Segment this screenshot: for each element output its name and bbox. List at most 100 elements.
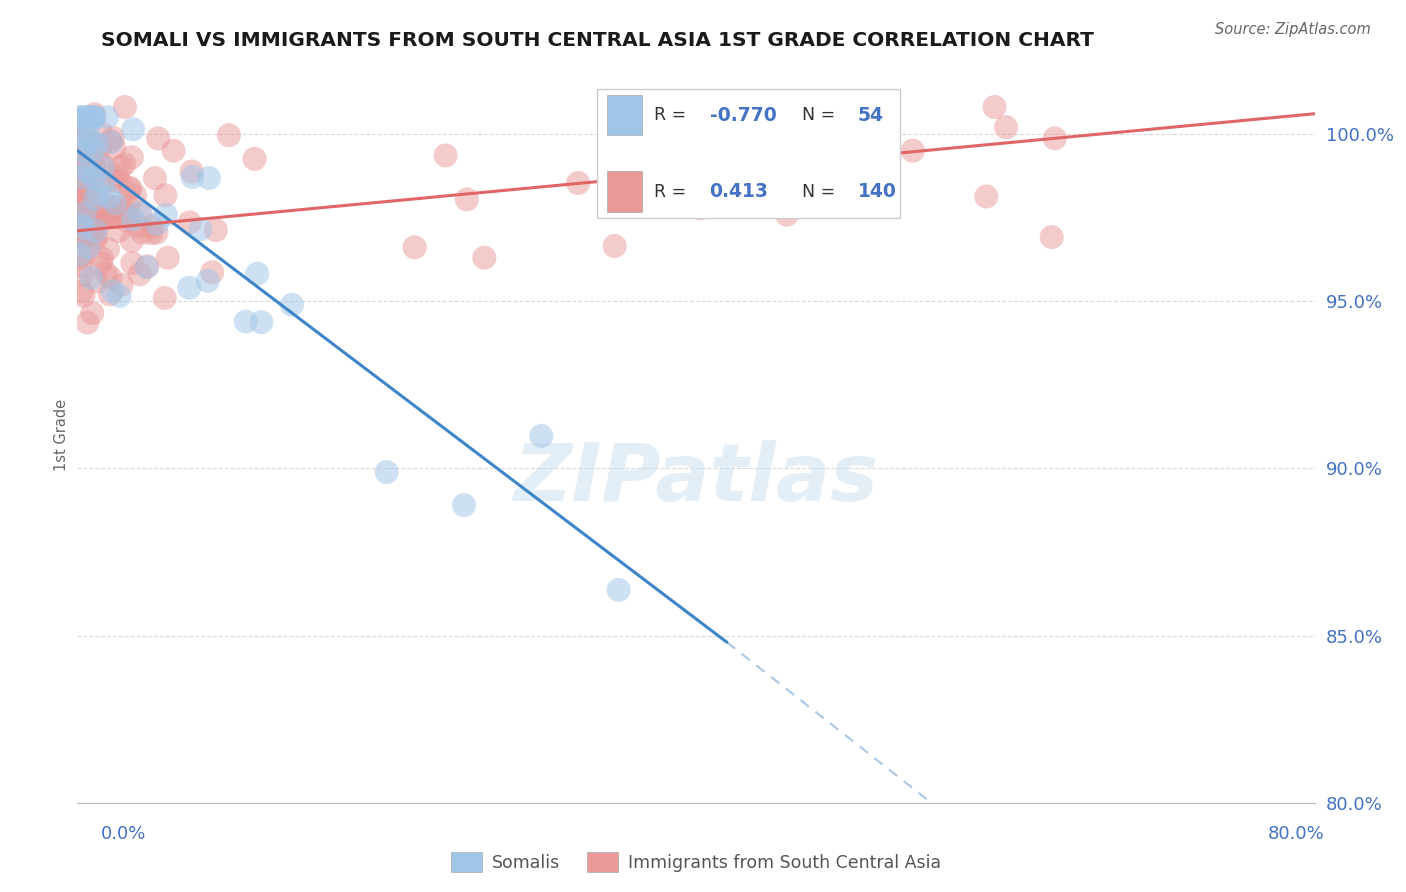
Point — [84, 223, 107, 237]
Point — [84, 228, 107, 243]
Point — [104, 200, 127, 214]
Point — [82, 110, 104, 124]
Point — [84, 232, 107, 246]
Text: R =: R = — [654, 106, 686, 124]
Point — [73, 225, 96, 239]
Point — [72, 112, 94, 127]
Point — [250, 315, 273, 329]
Point — [114, 157, 136, 171]
Point — [69, 218, 91, 232]
Point — [135, 260, 157, 275]
Point — [111, 203, 134, 218]
Point — [90, 256, 112, 270]
Point — [727, 149, 749, 163]
Text: 0.413: 0.413 — [710, 182, 769, 201]
Text: Source: ZipAtlas.com: Source: ZipAtlas.com — [1215, 22, 1371, 37]
Point — [72, 221, 94, 235]
Point — [75, 228, 97, 243]
Point — [243, 152, 266, 166]
Point — [75, 156, 97, 170]
Text: -0.770: -0.770 — [710, 105, 776, 125]
Point — [124, 188, 146, 202]
Point — [67, 152, 90, 166]
Point — [76, 196, 98, 211]
Point — [156, 251, 179, 265]
Point — [67, 115, 90, 129]
Point — [72, 199, 94, 213]
Point — [69, 169, 91, 183]
Point — [155, 208, 177, 222]
Point — [100, 134, 122, 148]
Point — [976, 189, 998, 203]
Point — [72, 176, 94, 190]
Point — [90, 126, 112, 140]
Point — [70, 248, 93, 262]
Point — [456, 193, 478, 207]
Point — [76, 155, 98, 169]
Point — [143, 171, 166, 186]
Point — [76, 178, 98, 192]
Point — [84, 220, 107, 235]
Point — [689, 201, 711, 215]
Y-axis label: 1st Grade: 1st Grade — [53, 399, 69, 471]
Point — [77, 153, 100, 167]
Point — [101, 131, 124, 145]
Point — [84, 191, 107, 205]
Point — [122, 122, 145, 136]
Point — [76, 237, 98, 252]
Point — [80, 226, 103, 240]
Point — [107, 224, 129, 238]
Point — [75, 218, 97, 232]
Point — [434, 148, 457, 162]
Point — [94, 266, 117, 280]
Point — [72, 185, 94, 199]
Point — [100, 210, 122, 224]
Point — [101, 174, 124, 188]
Point — [127, 219, 149, 234]
Point — [73, 206, 96, 220]
Point — [80, 133, 103, 147]
Point — [121, 256, 143, 270]
Point — [201, 265, 224, 279]
Point — [83, 110, 105, 124]
Point — [141, 226, 163, 240]
Point — [73, 187, 96, 202]
Point — [110, 160, 132, 174]
Point — [101, 284, 124, 298]
Point — [180, 164, 202, 178]
Point — [79, 186, 101, 200]
Point — [83, 159, 105, 173]
Point — [155, 188, 177, 202]
Point — [80, 110, 103, 124]
Point — [73, 198, 96, 212]
Point — [453, 498, 475, 512]
Point — [108, 289, 131, 303]
Point — [97, 207, 120, 221]
Point — [146, 217, 169, 231]
Point — [793, 173, 815, 187]
Point — [69, 169, 91, 184]
Point — [96, 207, 118, 221]
Point — [179, 215, 201, 229]
Point — [1040, 230, 1063, 244]
Point — [82, 112, 104, 127]
Point — [659, 157, 682, 171]
Point — [136, 260, 159, 274]
Point — [198, 171, 221, 186]
Point — [67, 204, 90, 219]
Point — [120, 181, 142, 195]
Point — [77, 240, 100, 254]
Point — [75, 207, 97, 221]
Point — [67, 130, 90, 145]
Point — [141, 219, 163, 234]
Point — [82, 170, 104, 185]
Point — [91, 161, 114, 175]
Point — [82, 306, 104, 320]
Point — [70, 268, 93, 282]
Point — [87, 153, 110, 168]
Point — [128, 206, 150, 220]
Point — [67, 207, 90, 221]
Point — [69, 260, 91, 275]
Point — [122, 212, 145, 227]
Point — [77, 133, 100, 147]
